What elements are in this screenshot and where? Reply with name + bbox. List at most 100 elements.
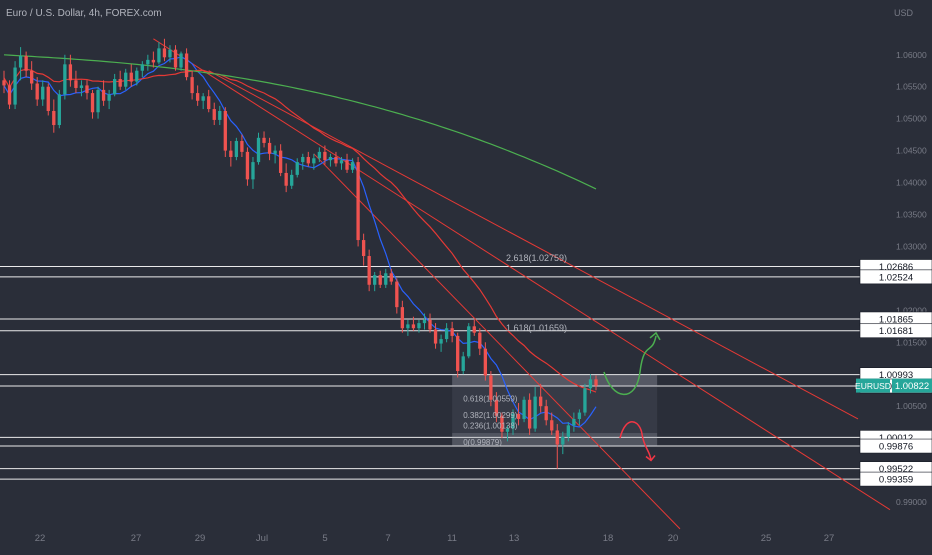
candle: [483, 342, 488, 381]
ma-slow-line: [3, 54, 597, 190]
candle-body: [422, 319, 427, 324]
level-price-text-9: 0.99359: [879, 475, 913, 486]
candle-body: [184, 53, 189, 78]
candle: [135, 67, 139, 86]
projection-down-arrow: [619, 421, 652, 461]
candle: [107, 89, 111, 110]
candle-body: [439, 339, 443, 344]
candles[interactable]: [2, 38, 598, 469]
fib-zone: [452, 374, 658, 446]
candle: [41, 80, 45, 106]
fib-label-3: 0.382(1.00299): [463, 411, 518, 420]
level-price-text-3: 1.01681: [879, 326, 913, 337]
candle-body: [334, 156, 338, 164]
candle: [168, 45, 172, 63]
candle: [112, 73, 117, 97]
candle: [555, 424, 559, 469]
candle: [63, 54, 67, 100]
level-price-text-0: 1.02686: [879, 262, 913, 273]
candle-body: [356, 162, 360, 241]
x-tick-label-11: 27: [824, 533, 835, 544]
candle-body: [367, 256, 371, 285]
candle-body: [13, 67, 17, 105]
candle: [290, 169, 294, 189]
candle-body: [577, 412, 582, 419]
level-price-text-2: 1.01865: [879, 314, 913, 325]
candle-body: [52, 110, 56, 126]
candle: [195, 85, 200, 106]
fib-label-4: 0.236(1.00138): [463, 421, 518, 430]
candle: [522, 396, 526, 423]
candle: [389, 268, 393, 285]
candle-body: [406, 324, 410, 329]
candle-body: [35, 83, 39, 100]
candle: [52, 99, 56, 133]
candle: [356, 156, 360, 247]
candle: [234, 137, 239, 161]
candle-body: [146, 59, 150, 65]
candle: [101, 80, 106, 106]
candle-body: [505, 428, 510, 432]
candle: [284, 163, 288, 193]
candle: [85, 80, 89, 100]
candle: [2, 70, 6, 94]
candle-body: [583, 388, 587, 413]
candle: [439, 334, 443, 352]
price-axis[interactable]: 1.06000 1.05500 1.05000 1.04500 1.04000 1.035…: [855, 50, 932, 507]
candle: [456, 332, 460, 378]
projection-up-head: [649, 331, 661, 341]
level-price-text-8: 0.99522: [879, 464, 913, 475]
candle-body: [461, 356, 465, 372]
candle-body: [456, 335, 460, 372]
candle-body: [290, 174, 294, 186]
candle-body: [79, 85, 84, 88]
candle-body: [101, 89, 106, 101]
fib-label-1: 1.618(1.01659): [506, 323, 567, 333]
candle: [367, 249, 371, 292]
candle-body: [494, 399, 499, 416]
candle: [588, 374, 593, 394]
candle-body: [350, 162, 355, 170]
candle-body: [450, 328, 454, 336]
candle-body: [395, 281, 399, 308]
candle: [157, 41, 161, 65]
candle: [539, 383, 543, 413]
candle: [594, 375, 598, 391]
candle: [378, 270, 382, 288]
candle-body: [41, 86, 45, 100]
candle: [500, 412, 504, 439]
x-tick-label-3: Jul: [256, 533, 268, 544]
candle: [400, 300, 405, 333]
candle: [323, 145, 327, 165]
symbol-badge: [856, 378, 890, 393]
currency-label: USD: [894, 8, 914, 18]
candle: [190, 70, 194, 100]
candle-body: [516, 413, 521, 419]
candle: [472, 319, 476, 336]
candle-body: [550, 420, 554, 431]
y-tick-label-5: 1.03500: [896, 209, 927, 219]
candle-body: [433, 329, 438, 344]
horizontal-levels: [0, 266, 862, 480]
candle-body: [411, 324, 416, 329]
candle-body: [63, 64, 67, 95]
candle: [461, 351, 465, 375]
candle-body: [240, 141, 244, 152]
fib-label-5: 0(0.99879): [463, 438, 502, 447]
candle: [422, 313, 427, 330]
time-axis[interactable]: 22 27 29 Jul 5 7 11 13 18 20 25 27: [35, 533, 835, 544]
projection-down-head: [645, 455, 656, 462]
candle-body: [428, 319, 432, 330]
candle: [295, 158, 299, 178]
candle: [345, 153, 349, 173]
candle-body: [245, 151, 250, 180]
candle-body: [378, 275, 382, 285]
chart-title: Euro / U.S. Dollar, 4h, FOREX.com: [6, 8, 162, 19]
candle-body: [522, 399, 526, 419]
candle-body: [483, 348, 488, 376]
projection-arrows: [603, 331, 661, 462]
candle: [566, 422, 570, 442]
candle: [7, 80, 12, 110]
